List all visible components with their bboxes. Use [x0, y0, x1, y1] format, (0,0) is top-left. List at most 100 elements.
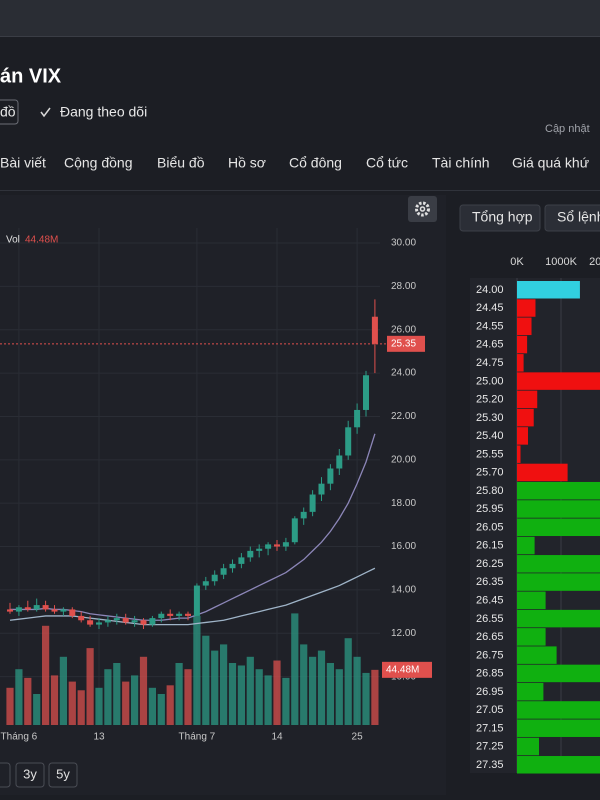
candle-body: [202, 581, 209, 586]
volume-bar: [300, 644, 308, 725]
candle-body: [300, 511, 307, 519]
tab[interactable]: Hồ sơ: [228, 155, 266, 171]
orderbook-bar: [517, 463, 568, 482]
orderbook-scale-label: 0K: [510, 256, 524, 268]
top-bar: [0, 0, 600, 36]
candle-body: [87, 620, 94, 625]
orderbook-price: 26.55: [476, 613, 504, 625]
candle-body: [24, 607, 31, 610]
candle-body: [78, 615, 85, 621]
x-tick-label: 25: [352, 732, 364, 743]
orderbook-price: 25.40: [476, 430, 504, 442]
y-tick-label: 24.00: [391, 368, 416, 379]
range-button-label[interactable]: 5y: [56, 766, 70, 781]
candle-body: [256, 548, 263, 551]
orderbook-tab[interactable]: [544, 204, 600, 232]
orderbook-tab-label[interactable]: Tổng hợp: [472, 209, 533, 225]
tab[interactable]: Biểu đồ: [157, 155, 205, 171]
button-label[interactable]: đồ: [0, 104, 16, 120]
orderbook-bar: [517, 701, 600, 719]
orderbook-price: 26.45: [476, 594, 504, 606]
candle-body: [176, 613, 183, 616]
tab[interactable]: Giá quá khứ: [512, 155, 589, 171]
volume-label: 44.48M: [386, 664, 419, 675]
candle-body: [318, 483, 325, 495]
orderbook-tab-label[interactable]: Sổ lệnh: [557, 209, 600, 225]
x-tick-label: Tháng 7: [179, 732, 216, 743]
gear-center[interactable]: [419, 206, 426, 212]
volume-bar: [282, 677, 290, 725]
y-tick-label: 26.00: [391, 324, 416, 335]
range-button-label[interactable]: 3y: [23, 766, 37, 781]
volume-bar: [77, 690, 85, 725]
tab[interactable]: Cổ tức: [366, 155, 408, 171]
tab[interactable]: Cộng đồng: [64, 155, 133, 171]
orderbook-price: 24.55: [476, 320, 504, 332]
orderbook-price: 26.85: [476, 668, 504, 680]
tab-bar: Bài viết Cộng đồng Biểu đồ Hồ sơ Cổ đông Cổ t…: [0, 155, 589, 171]
candle-body: [211, 574, 218, 582]
candle-body: [69, 609, 76, 616]
volume-bar: [86, 648, 94, 725]
check-icon: [40, 107, 51, 118]
orderbook-bar: [517, 591, 546, 610]
orderbook-bar: [517, 536, 535, 555]
orderbook-price: 27.25: [476, 741, 504, 753]
volume-bar: [6, 687, 14, 725]
volume-bar: [24, 677, 32, 725]
volume-bar: [104, 669, 112, 725]
candle-body: [42, 605, 49, 610]
orderbook-bar: [517, 555, 600, 573]
y-tick-label: 18.00: [391, 498, 416, 509]
orderbook-bar: [517, 390, 538, 409]
orderbook-price: 25.70: [476, 467, 504, 479]
range-button[interactable]: [48, 762, 78, 788]
candle-body: [33, 605, 40, 610]
volume-bar: [237, 665, 245, 725]
orderbook-price: 27.15: [476, 722, 504, 734]
orderbook-bar: [517, 281, 580, 299]
orderbook-bar: [517, 427, 528, 445]
gear-icon[interactable]: [415, 201, 430, 217]
candle-body: [220, 568, 227, 575]
range-button[interactable]: [15, 762, 45, 788]
orderbook-tab[interactable]: [459, 204, 541, 232]
button[interactable]: [0, 99, 19, 125]
volume-bar: [291, 613, 299, 725]
orderbook-price: 26.05: [476, 521, 504, 533]
orderbook-bar: [517, 354, 524, 372]
y-tick-label: 28.00: [391, 281, 416, 292]
orderbook-price: 25.55: [476, 448, 504, 460]
tab[interactable]: Bài viết: [0, 155, 46, 171]
volume-bar: [33, 694, 41, 725]
follow-button[interactable]: Đang theo dõi: [60, 104, 147, 120]
candle-body: [167, 613, 174, 616]
x-tick-label: Tháng 6: [1, 732, 38, 743]
range-button[interactable]: [0, 762, 11, 788]
volume-bar: [273, 660, 281, 725]
candle-body: [229, 563, 236, 569]
update-label: Cập nhật: [545, 123, 590, 135]
orderbook-bar: [517, 628, 546, 646]
tab[interactable]: Tài chính: [432, 155, 490, 171]
candle-body: [247, 550, 254, 558]
candle-body: [15, 607, 22, 612]
volume-bar: [166, 685, 174, 725]
volume-title-value: 44.48M: [25, 235, 58, 246]
orderbook-price: 26.35: [476, 576, 504, 588]
orderbook-price: 24.45: [476, 302, 504, 314]
volume-bar: [202, 635, 210, 725]
orderbook-bar: [517, 737, 539, 756]
orderbook-price: 25.00: [476, 375, 504, 387]
orderbook-price: 26.15: [476, 540, 504, 552]
tab[interactable]: Cổ đông: [289, 155, 342, 171]
orderbook-bar: [517, 372, 600, 390]
y-tick-label: 12.00: [391, 628, 416, 639]
orderbook-bar: [517, 481, 600, 500]
orderbook-bar: [517, 500, 600, 518]
order-book: Tổng hợp Sổ lệnh 0K 1000K 2000K 24.00 24.45 24.…: [459, 204, 600, 774]
volume-bar: [42, 625, 50, 725]
candle-body: [149, 618, 156, 625]
candle-body: [96, 622, 102, 625]
orderbook-bar: [517, 719, 600, 737]
